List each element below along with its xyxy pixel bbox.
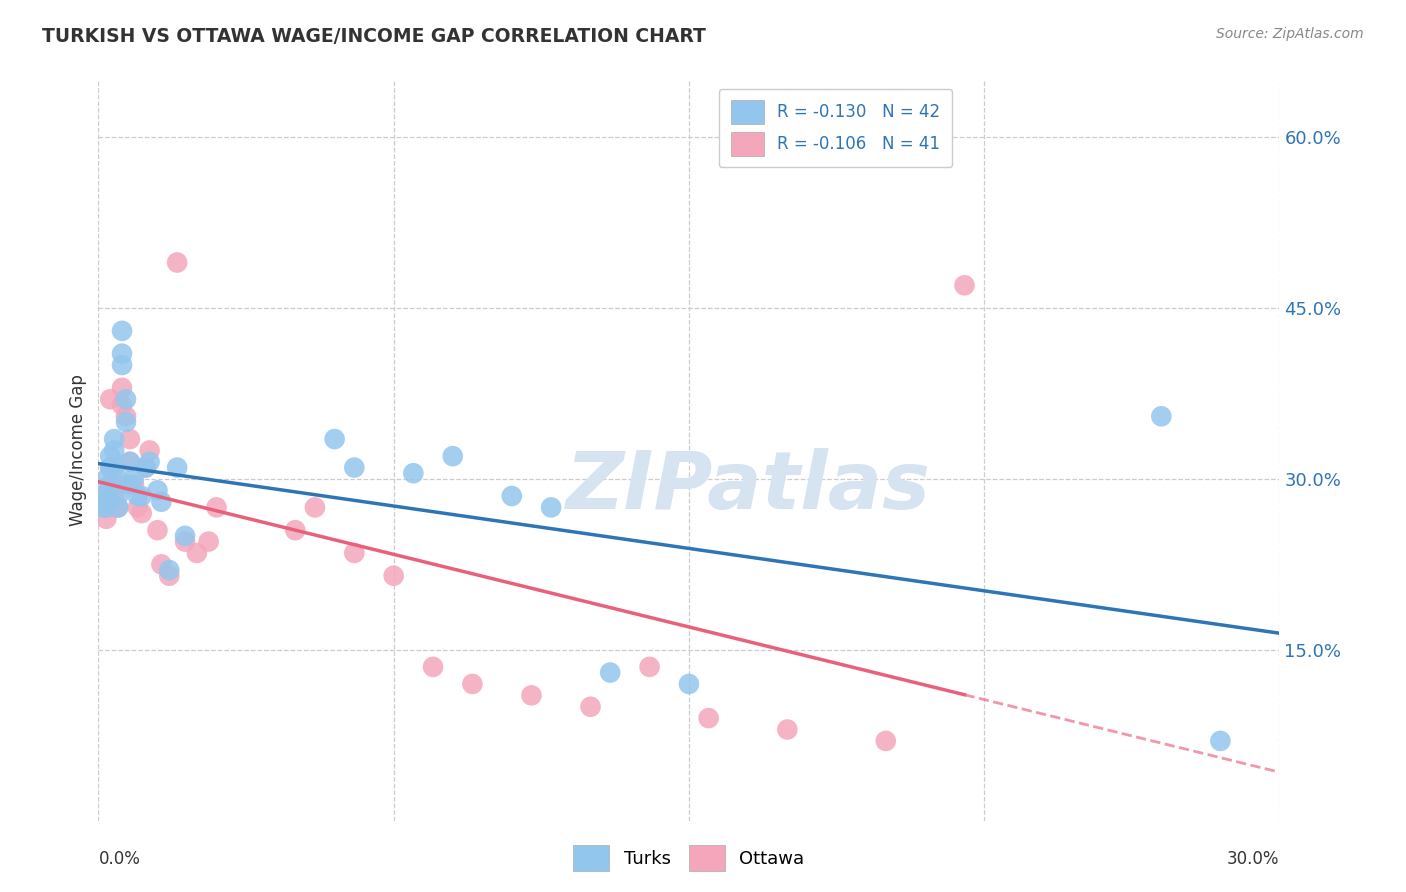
Legend: Turks, Ottawa: Turks, Ottawa [567, 838, 811, 879]
Point [579, 699, 602, 714]
Point [115, 409, 138, 424]
Point [111, 346, 134, 360]
Point [678, 677, 700, 691]
Point [103, 489, 125, 503]
Point [697, 711, 720, 725]
Point [1209, 734, 1232, 748]
Point [304, 500, 326, 515]
Point [146, 483, 169, 498]
Point [138, 455, 160, 469]
Point [96, 489, 118, 503]
Point [107, 472, 129, 486]
Point [111, 358, 134, 372]
Point [501, 489, 523, 503]
Point [103, 460, 125, 475]
Point [111, 324, 134, 338]
Point [96, 500, 118, 515]
Point [103, 500, 125, 515]
Point [131, 506, 153, 520]
Point [98, 460, 121, 475]
Point [98, 477, 121, 491]
Point [875, 734, 897, 748]
Text: 0.0%: 0.0% [98, 850, 141, 868]
Point [343, 546, 366, 560]
Point [953, 278, 976, 293]
Text: Source: ZipAtlas.com: Source: ZipAtlas.com [1216, 27, 1364, 41]
Point [402, 467, 425, 481]
Point [98, 477, 121, 491]
Point [540, 500, 562, 515]
Point [96, 500, 118, 515]
Point [284, 523, 307, 537]
Point [98, 494, 121, 508]
Point [127, 489, 149, 503]
Point [441, 449, 464, 463]
Point [91, 489, 114, 503]
Point [197, 534, 219, 549]
Point [599, 665, 621, 680]
Point [118, 432, 141, 446]
Point [174, 534, 197, 549]
Text: 30.0%: 30.0% [1227, 850, 1279, 868]
Point [98, 392, 121, 407]
Point [103, 432, 125, 446]
Point [122, 477, 145, 491]
Text: TURKISH VS OTTAWA WAGE/INCOME GAP CORRELATION CHART: TURKISH VS OTTAWA WAGE/INCOME GAP CORREL… [42, 27, 706, 45]
Point [127, 500, 149, 515]
Point [111, 398, 134, 412]
Point [107, 500, 129, 515]
Point [323, 432, 346, 446]
Point [96, 472, 118, 486]
Point [135, 460, 157, 475]
Point [98, 460, 121, 475]
Point [174, 529, 197, 543]
Point [91, 500, 114, 515]
Point [461, 677, 484, 691]
Point [157, 568, 180, 582]
Point [118, 477, 141, 491]
Y-axis label: Wage/Income Gap: Wage/Income Gap [69, 375, 87, 526]
Point [422, 660, 444, 674]
Point [91, 489, 114, 503]
Point [205, 500, 228, 515]
Point [150, 558, 173, 572]
Point [146, 523, 169, 537]
Point [138, 443, 160, 458]
Point [107, 500, 129, 515]
Point [186, 546, 208, 560]
Point [122, 472, 145, 486]
Point [135, 460, 157, 475]
Point [96, 512, 118, 526]
Point [166, 460, 188, 475]
Point [638, 660, 661, 674]
Point [118, 455, 141, 469]
Point [98, 449, 121, 463]
Point [115, 392, 138, 407]
Point [131, 489, 153, 503]
Point [382, 568, 405, 582]
Point [150, 494, 173, 508]
Point [118, 455, 141, 469]
Point [107, 489, 129, 503]
Text: ZIPatlas: ZIPatlas [565, 449, 931, 526]
Point [103, 443, 125, 458]
Point [343, 460, 366, 475]
Point [776, 723, 799, 737]
Point [157, 563, 180, 577]
Point [107, 477, 129, 491]
Point [115, 415, 138, 429]
Point [1150, 409, 1173, 424]
Point [111, 381, 134, 395]
Point [520, 689, 543, 703]
Point [166, 255, 188, 269]
